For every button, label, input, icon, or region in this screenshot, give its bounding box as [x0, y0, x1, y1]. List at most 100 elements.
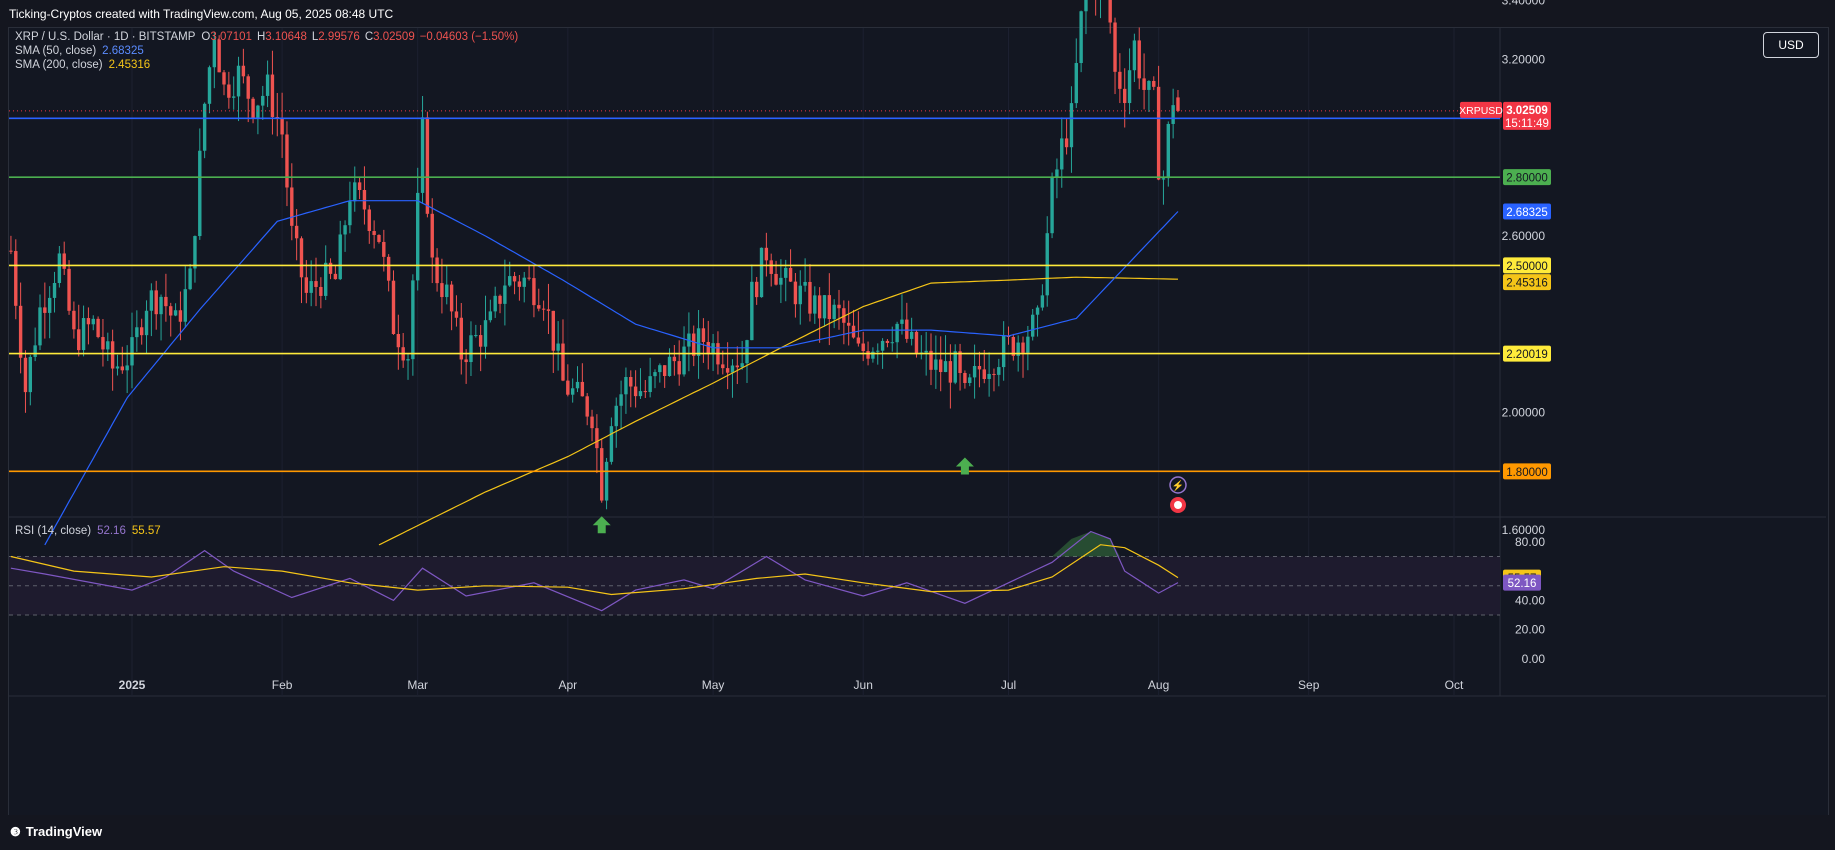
rsi-axis-tick: 0.00: [1522, 652, 1546, 666]
candle-body: [987, 373, 991, 379]
candle-body: [251, 98, 255, 119]
candle-body: [963, 372, 967, 383]
candle-body: [745, 340, 749, 364]
candle-body: [929, 350, 933, 370]
candle-body: [793, 281, 798, 305]
candle-body: [968, 377, 972, 383]
candle-body: [445, 284, 449, 298]
candle-body: [198, 150, 202, 237]
candle-body: [280, 118, 284, 135]
candle-body: [503, 285, 507, 304]
candle-body: [469, 335, 473, 363]
candle-body: [658, 365, 662, 373]
candle-body: [972, 365, 977, 378]
sma50-legend: SMA (50, close) 2.68325: [15, 45, 144, 57]
candle-body: [735, 365, 740, 368]
candle-body: [125, 365, 129, 371]
currency-button[interactable]: USD: [1763, 32, 1819, 58]
time-axis-tick: Mar: [407, 678, 428, 692]
candle-body: [706, 341, 710, 355]
candle-body: [498, 295, 502, 304]
candle-body: [856, 337, 861, 344]
level-price-tag: [1503, 463, 1551, 480]
time-axis-tick: Feb: [272, 678, 293, 692]
sma50-tag: [1503, 203, 1551, 220]
candle-body: [14, 251, 18, 306]
candle-body: [522, 277, 526, 287]
candle-body: [754, 281, 759, 298]
candle-body: [692, 333, 696, 356]
candle-body: [813, 295, 817, 314]
level-price-tag: [1503, 169, 1551, 186]
candle-body: [81, 318, 86, 351]
last-price-tag: [1503, 101, 1551, 130]
candle-body: [876, 350, 880, 352]
candle-body: [454, 311, 459, 318]
candle-body: [91, 318, 95, 325]
candle-body: [1040, 295, 1045, 308]
flash-event-glyph: ⚡: [1172, 479, 1184, 492]
candle-body: [1031, 314, 1035, 337]
candle-body: [759, 247, 764, 298]
candle-body: [721, 364, 725, 369]
candle-body: [600, 448, 604, 501]
candle-body: [1142, 78, 1146, 90]
sma200-legend: SMA (200, close) 2.45316: [15, 59, 150, 71]
countdown-label: 15:11:49: [1505, 118, 1549, 130]
candle-body: [517, 281, 522, 287]
candle-body: [832, 304, 836, 320]
candle-body: [556, 343, 560, 351]
candle-body: [435, 257, 439, 284]
candle-body: [47, 297, 52, 313]
time-axis-tick: Sep: [1298, 678, 1320, 692]
candle-body: [52, 282, 57, 298]
candle-body: [241, 65, 246, 77]
candle-body: [633, 386, 638, 397]
candle-body: [909, 331, 914, 339]
candle-body: [837, 304, 841, 309]
candle-body: [730, 365, 735, 373]
candle-body: [551, 310, 555, 351]
candle-body: [449, 284, 454, 312]
candle-body: [193, 236, 197, 269]
candle-body: [406, 359, 410, 361]
symbol-tag-label: XRPUSD: [1459, 105, 1503, 117]
tradingview-logo[interactable]: ❸ TradingView: [10, 824, 102, 839]
last-price-label: 3.02509: [1506, 105, 1548, 117]
candle-body: [905, 319, 909, 339]
us-flag-event-inner: [1174, 501, 1182, 509]
candle-body: [178, 310, 183, 322]
candle-body: [948, 361, 953, 383]
candle-body: [1108, 0, 1112, 23]
candle-body: [135, 327, 139, 338]
candle-body: [416, 192, 420, 281]
price-axis-tick: 1.60000: [1502, 523, 1546, 537]
chart-frame[interactable]: [8, 27, 1829, 817]
candle-body: [265, 74, 270, 96]
candle-body: [323, 262, 328, 296]
candle-body: [725, 368, 730, 373]
candle-body: [372, 231, 376, 235]
candle-body: [72, 310, 76, 330]
candle-body: [430, 213, 434, 258]
candle-body: [188, 268, 192, 290]
footer-bar: [0, 815, 1835, 850]
candle-body: [382, 241, 386, 257]
candle-body: [62, 253, 66, 269]
candle-body: [1060, 138, 1064, 170]
candle-body: [827, 295, 832, 320]
candle-body: [808, 281, 812, 314]
candle-body: [595, 428, 599, 449]
level-price-tag: [1503, 257, 1551, 274]
candle-body: [57, 253, 62, 283]
candle-body: [222, 72, 226, 85]
candle-body: [18, 305, 23, 358]
sma200-tag: [1503, 274, 1551, 291]
candle-body: [1011, 336, 1016, 356]
candle-body: [1132, 40, 1137, 71]
candle-body: [115, 366, 120, 369]
candle-body: [624, 377, 628, 395]
sma50-tag-label: 2.68325: [1506, 207, 1548, 219]
candle-body: [353, 182, 357, 202]
